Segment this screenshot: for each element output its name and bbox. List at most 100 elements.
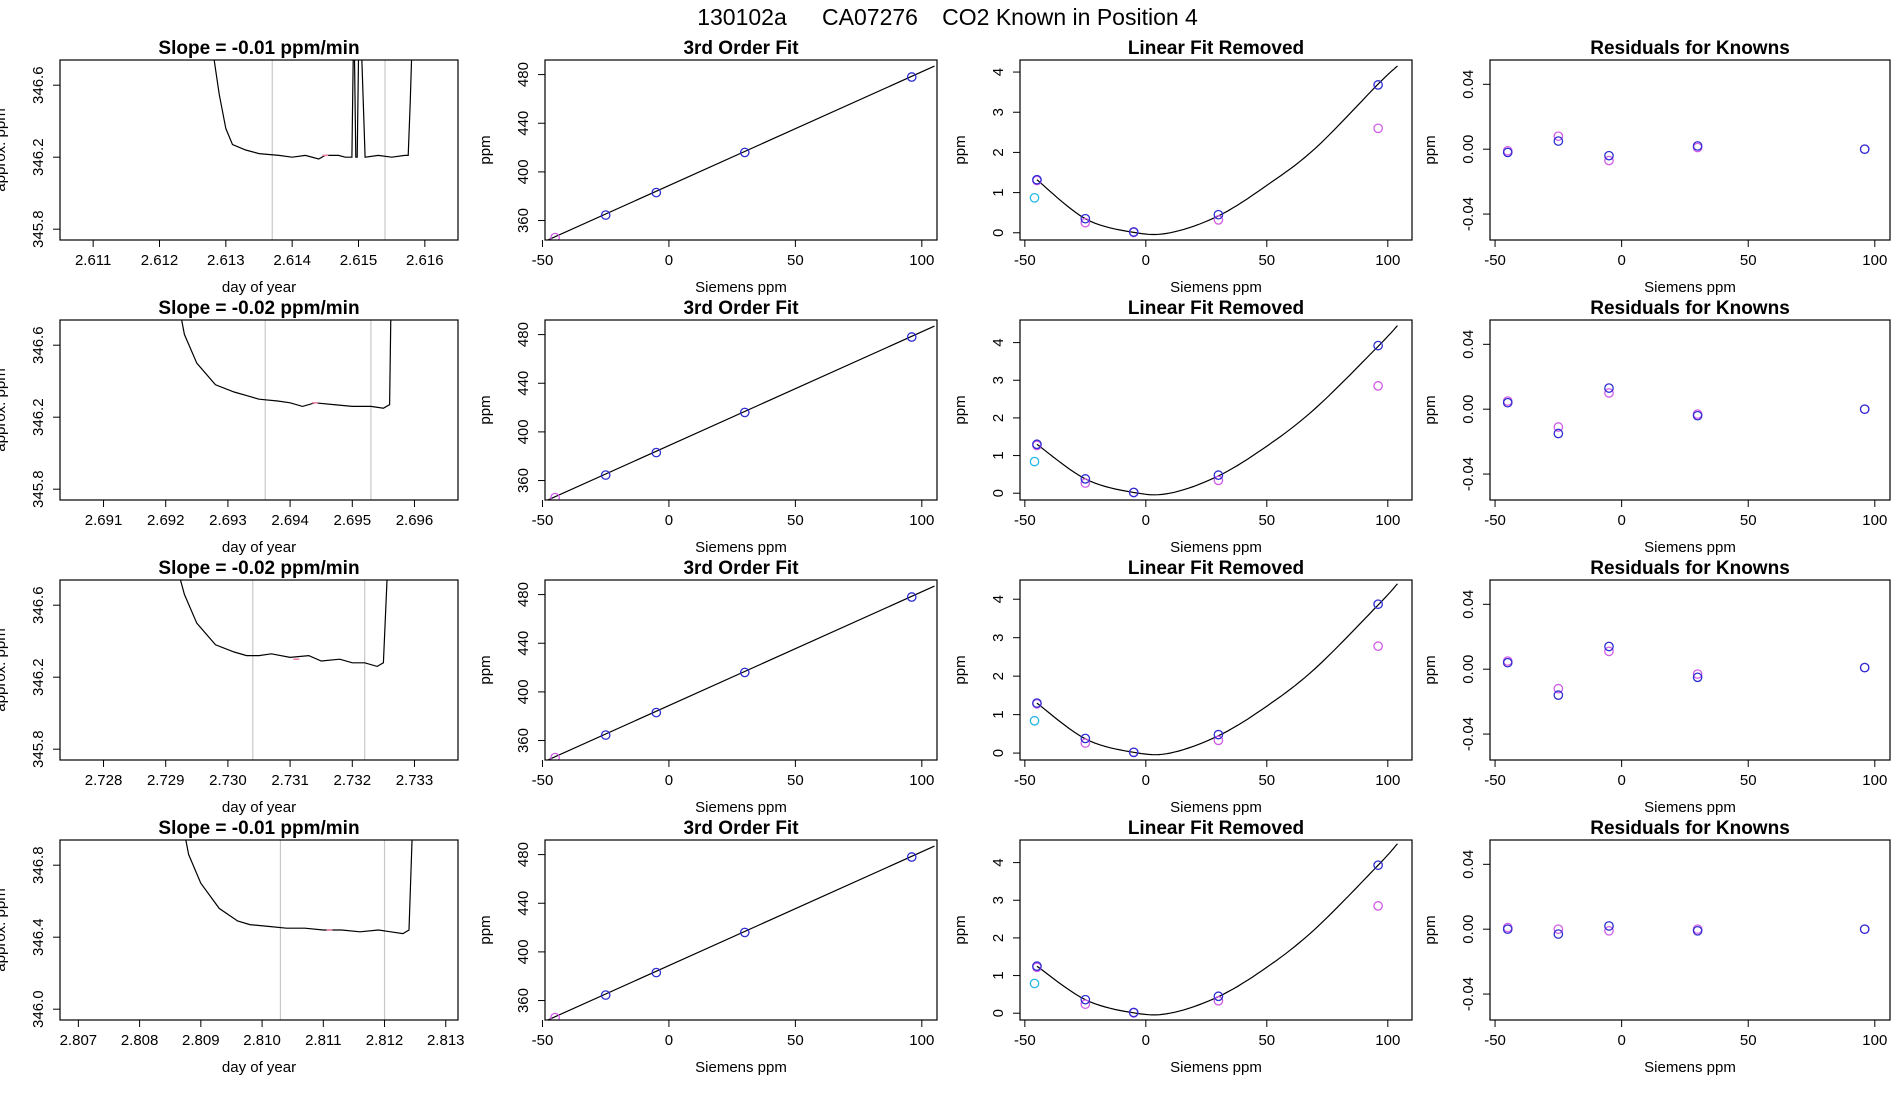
chart-3-title: Residuals for Knowns	[1590, 38, 1790, 59]
chart-12-xtick-label: 2.808	[121, 1032, 159, 1049]
chart-2-ytick-label: 1	[990, 188, 1007, 196]
chart-13-title: 3rd Order Fit	[683, 818, 799, 839]
chart-8-xtick-label: 2.730	[209, 772, 247, 789]
chart-11-resid-panel: Residuals for Knowns Siemens ppm ppm -50 0 50…	[1422, 558, 1891, 816]
chart-12-drift-panel: Slope = -0.01 ppm/min day of year approx. …	[0, 818, 465, 1076]
chart-10-xtick-label: 0	[1142, 772, 1150, 789]
chart-7-ytick-label: -0.04	[1460, 457, 1477, 491]
chart-11-title: Residuals for Knowns	[1590, 558, 1790, 579]
chart-12-ytick-label: 346.0	[30, 990, 47, 1028]
chart-13-xtick-label: 0	[665, 1032, 673, 1049]
chart-9-blue-point	[906, 592, 917, 602]
chart-13-ylabel: ppm	[477, 915, 494, 944]
chart-7-blue-point	[1859, 404, 1870, 415]
chart-1-ytick-label: 360	[515, 208, 532, 233]
chart-2-ytick-label: 0	[990, 229, 1007, 237]
chart-3-ytick-label: 0.00	[1460, 135, 1477, 164]
chart-5-blue-point	[600, 470, 611, 480]
chart-8-xtick-label: 2.731	[271, 772, 309, 789]
chart-12-ytick-label: 346.4	[30, 918, 47, 956]
chart-6-ytick-label: 0	[990, 489, 1007, 497]
chart-15-resid-panel: Residuals for Knowns Siemens ppm ppm -50 0 50…	[1422, 818, 1891, 1076]
chart-7-magenta-point	[1604, 388, 1614, 398]
chart-2-plot-frame	[1019, 59, 1413, 241]
chart-7-blue-point	[1502, 397, 1513, 408]
chart-3-magenta-point	[1604, 155, 1614, 166]
chart-10-xtick-label: 50	[1258, 772, 1275, 789]
chart-12-drift-series-line	[185, 840, 413, 935]
chart-14-xtick-label: 50	[1258, 1032, 1275, 1049]
chart-4-xtick-label: 2.695	[334, 512, 372, 529]
chart-2-magenta-point	[1080, 217, 1091, 228]
chart-11-xtick-label: -50	[1484, 772, 1506, 789]
chart-8-xlabel: day of year	[222, 799, 296, 816]
chart-9-blue-point	[651, 707, 662, 718]
chart-14-cyan-point	[1029, 978, 1040, 989]
chart-5-blue-point	[739, 407, 750, 418]
chart-14-xlabel: Siemens ppm	[1170, 1059, 1262, 1076]
page-title: 130102a CA07276 CO2 Known in Position 4	[697, 4, 1198, 30]
chart-11-magenta-point	[1692, 669, 1703, 679]
chart-5-plot-area	[546, 325, 935, 500]
chart-6-blue-point	[1128, 487, 1139, 498]
chart-11-xtick-label: 50	[1740, 772, 1757, 789]
chart-10-cyan-point	[1029, 715, 1040, 726]
chart-2-ytick-label: 2	[990, 148, 1007, 156]
chart-4-plot-area	[181, 320, 392, 500]
chart-4-xtick-label: 2.691	[85, 512, 123, 529]
chart-11-ytick-label: 0.00	[1460, 655, 1477, 684]
chart-4-ytick-label: 346.2	[30, 398, 47, 436]
chart-2-ylabel: ppm	[952, 135, 969, 164]
chart-1-title: 3rd Order Fit	[683, 38, 799, 59]
chart-15-magenta-point	[1604, 925, 1614, 936]
chart-10-title: Linear Fit Removed	[1128, 558, 1304, 579]
chart-1-blue-point	[651, 187, 662, 198]
chart-13-ytick-label: 480	[515, 842, 532, 867]
chart-15-xlabel: Siemens ppm	[1644, 1059, 1736, 1076]
chart-2-blue-point	[1373, 80, 1383, 90]
chart-8-xtick-label: 2.732	[334, 772, 372, 789]
chart-14-title: Linear Fit Removed	[1128, 818, 1304, 839]
chart-14-xtick-label: 100	[1375, 1032, 1400, 1049]
chart-1-fit-curve-line	[546, 65, 935, 240]
chart-9-xtick-label: 100	[909, 772, 934, 789]
chart-6-plot-area	[1029, 325, 1398, 498]
chart-6-blue-point	[1213, 470, 1224, 480]
chart-6-title: Linear Fit Removed	[1128, 298, 1304, 319]
chart-10-blue-point	[1032, 698, 1042, 708]
chart-2-plot-area	[1029, 65, 1398, 238]
chart-10-xtick-label: 100	[1375, 772, 1400, 789]
chart-14-xtick-label: -50	[1014, 1032, 1036, 1049]
chart-7-plot-frame	[1489, 319, 1891, 501]
chart-4-title: Slope = -0.02 ppm/min	[158, 298, 359, 319]
chart-4-ytick-label: 345.8	[30, 470, 47, 508]
chart-4-ylabel: approx. ppm	[0, 368, 9, 451]
chart-2-ytick-label: 4	[990, 68, 1007, 76]
chart-15-ytick-label: 0.00	[1460, 915, 1477, 944]
chart-0-drift-series-line	[213, 60, 413, 160]
chart-15-plot-frame	[1489, 839, 1891, 1021]
chart-6-ytick-label: 1	[990, 451, 1007, 459]
chart-14-blue-point	[1213, 991, 1224, 1002]
chart-15-plot-area	[1502, 921, 1870, 939]
chart-0-xtick-label: 2.616	[406, 252, 444, 269]
chart-12-xtick-label: 2.812	[366, 1032, 404, 1049]
chart-9-fit-curve-line	[546, 585, 935, 760]
chart-0-xtick-label: 2.612	[141, 252, 179, 269]
chart-8-xtick-label: 2.728	[85, 772, 123, 789]
chart-3-magenta-point	[1553, 131, 1564, 142]
chart-15-xtick-label: 100	[1862, 1032, 1887, 1049]
chart-9-fit-panel: 3rd Order Fit Siemens ppm ppm -50 0 50 100 360 4…	[477, 558, 938, 816]
chart-13-plot-area	[546, 845, 935, 1020]
chart-12-ytick-label: 346.8	[30, 846, 47, 884]
chart-6-magenta-point	[1373, 381, 1383, 391]
chart-7-blue-point	[1692, 410, 1703, 421]
chart-11-xtick-label: 0	[1617, 772, 1625, 789]
chart-0-xtick-label: 2.613	[207, 252, 245, 269]
chart-3-xlabel: Siemens ppm	[1644, 279, 1736, 296]
chart-6-ylabel: ppm	[952, 395, 969, 424]
chart-13-xlabel: Siemens ppm	[695, 1059, 787, 1076]
chart-6-plot-frame	[1019, 319, 1413, 501]
chart-1-xtick-label: 100	[909, 252, 934, 269]
chart-9-title: 3rd Order Fit	[683, 558, 799, 579]
